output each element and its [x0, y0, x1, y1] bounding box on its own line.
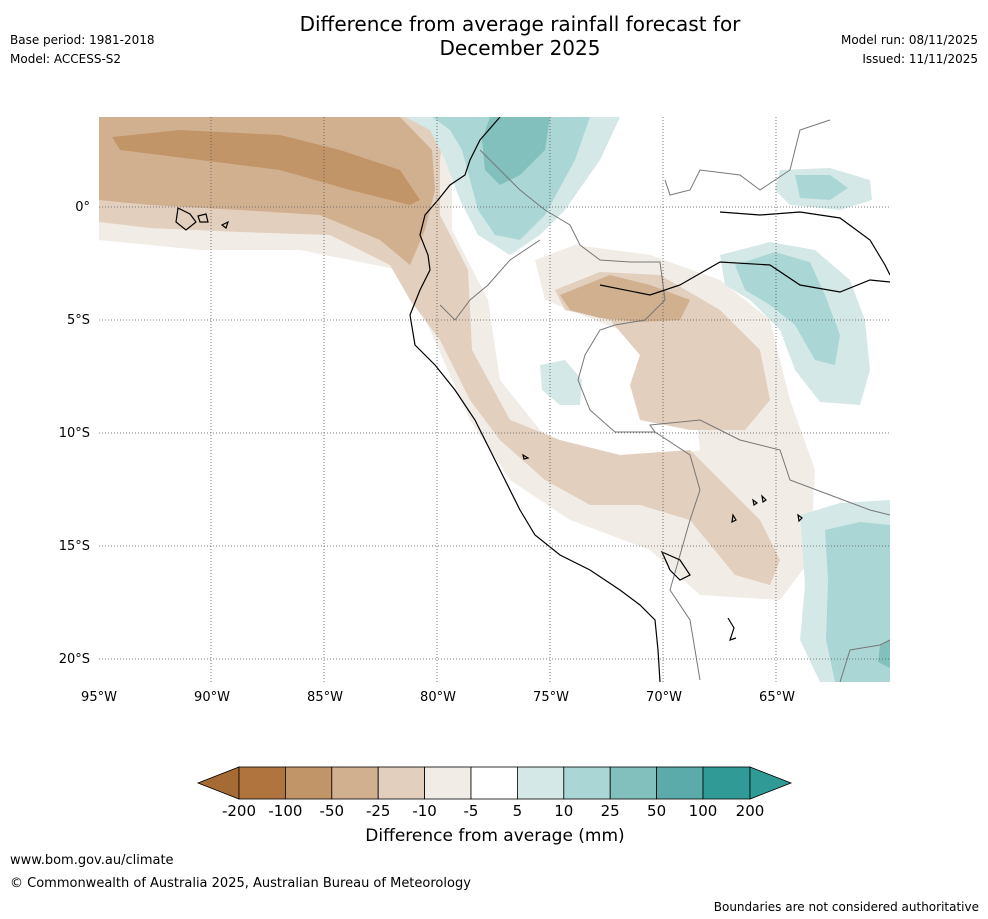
colorbar-cell	[470, 766, 518, 800]
colorbar-tick: 50	[647, 802, 666, 820]
title-line-2: December 2025	[439, 36, 601, 60]
colorbar-cell	[424, 766, 472, 800]
colorbar-ticks: -200 -100 -50 -25 -10 -5 5 10 25 50 100 …	[222, 802, 764, 820]
colorbar-cell	[331, 766, 379, 800]
lat-label: 5°S	[67, 313, 90, 328]
lon-label: 95°W	[81, 690, 117, 705]
lat-label: 10°S	[59, 426, 90, 441]
colorbar-extend-low	[196, 766, 240, 800]
colorbar-extend-high	[749, 766, 793, 800]
lat-label: 20°S	[59, 652, 90, 667]
wet-region-p25-east	[795, 175, 848, 200]
model-text: Model: ACCESS-S2	[10, 52, 122, 66]
lon-label: 75°W	[533, 690, 569, 705]
colorbar-tick: -10	[412, 802, 437, 820]
lon-label: 90°W	[194, 690, 230, 705]
dry-region-m25-amazon	[560, 275, 690, 322]
model-run-text: Model run: 08/11/2025	[840, 33, 978, 47]
dry-region-m50	[112, 130, 420, 205]
colorbar-tick: -200	[222, 802, 256, 820]
colorbar-tick: -100	[268, 802, 302, 820]
coastlines	[175, 117, 890, 682]
country-boundaries	[439, 119, 890, 682]
lon-label: 85°W	[307, 690, 343, 705]
colorbar-cell	[517, 766, 565, 800]
colorbar-cell	[609, 766, 658, 800]
lat-label: 0°	[75, 200, 90, 215]
colorbar-tick: -50	[320, 802, 345, 820]
lon-labels: 95°W 90°W 85°W 80°W 75°W 70°W 65°W	[81, 690, 795, 705]
footer-copyright: © Commonwealth of Australia 2025, Austra…	[10, 876, 471, 891]
colorbar-cell	[702, 766, 751, 800]
map-field	[99, 117, 890, 682]
wet-region-p10-spot	[540, 360, 582, 405]
colorbar-cell	[284, 766, 333, 800]
colorbar-tick: 5	[513, 802, 523, 820]
colorbar-cell	[656, 766, 704, 800]
footer-url[interactable]: www.bom.gov.au/climate	[10, 853, 174, 868]
graticule	[99, 117, 890, 682]
colorbar	[196, 766, 793, 800]
lon-label: 80°W	[420, 690, 456, 705]
colorbar-cell	[563, 766, 611, 800]
wet-region-p25-central	[735, 252, 840, 365]
page-title: Difference from average rainfall forecas…	[240, 12, 800, 60]
colorbar-tick: 200	[736, 802, 765, 820]
colorbar-tick: -5	[464, 802, 479, 820]
colorbar-cell	[238, 766, 286, 800]
colorbar-tick: 10	[554, 802, 573, 820]
colorbar-tick: 25	[601, 802, 620, 820]
wet-region-p50-south	[878, 640, 890, 668]
lon-label: 70°W	[646, 690, 682, 705]
issued-text: Issued: 11/11/2025	[862, 52, 978, 66]
colorbar-tick: -25	[366, 802, 391, 820]
lon-label: 65°W	[759, 690, 795, 705]
wet-region-p50-north	[482, 117, 550, 185]
footer-disclaimer: Boundaries are not considered authoritat…	[713, 900, 979, 914]
colorbar-label: Difference from average (mm)	[365, 826, 625, 846]
dry-region-m10	[99, 117, 780, 585]
title-line-1: Difference from average rainfall forecas…	[299, 12, 741, 36]
wet-region-p25-south	[825, 522, 890, 682]
base-period-text: Base period: 1981-2018	[10, 33, 155, 47]
lat-label: 15°S	[59, 539, 90, 554]
lat-labels: 0° 5°S 10°S 15°S 20°S	[59, 200, 90, 667]
colorbar-cell	[377, 766, 426, 800]
colorbar-tick: 100	[689, 802, 718, 820]
